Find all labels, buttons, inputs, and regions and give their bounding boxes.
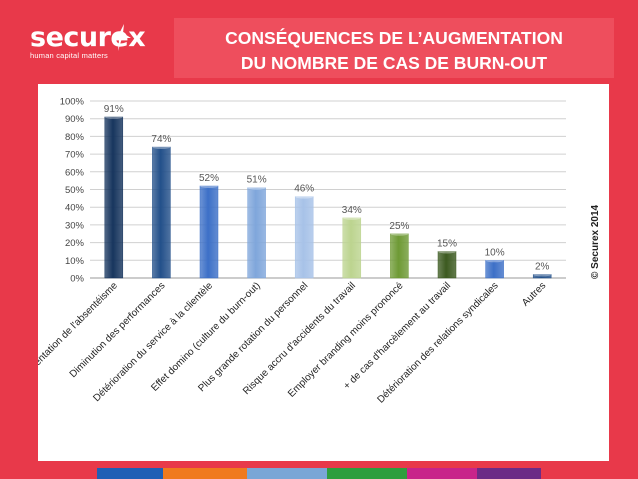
y-tick-label: 100% <box>60 97 85 108</box>
bar-cap <box>200 183 218 188</box>
strip-segment <box>163 468 247 479</box>
chart-panel: 0% 10% 20% 30% 40% 50% 60% 70% 80% 90% 100% 91% 74%… <box>38 84 609 461</box>
y-tick-label: 40% <box>65 203 85 214</box>
y-tick-label: 0% <box>70 274 84 285</box>
bar <box>199 185 219 279</box>
bar <box>342 217 362 279</box>
bar-cap <box>533 272 552 277</box>
bar-cap <box>104 114 123 119</box>
bar <box>532 274 552 279</box>
title-line-2: DU NOMBRE DE CAS DE BURN-OUT <box>240 53 548 73</box>
title-banner: CONSÉQUENCES DE L’AUGMENTATION DU NOMBRE… <box>174 18 614 78</box>
securex-logo: securex human capital matters <box>0 0 168 76</box>
bar-cap <box>390 231 409 236</box>
strip-segment <box>327 468 407 479</box>
data-label: 51% <box>247 175 267 186</box>
data-label: 34% <box>342 205 362 216</box>
data-label: 91% <box>104 104 124 115</box>
logo-tagline: human capital matters <box>30 51 108 60</box>
strip-segment <box>477 468 541 479</box>
bar-cap <box>438 249 456 254</box>
strip-segment <box>97 468 163 479</box>
strip-segment <box>407 468 477 479</box>
bar-cap <box>247 185 266 190</box>
y-tick-label: 20% <box>65 238 85 249</box>
y-tick-label: 70% <box>65 150 85 161</box>
data-label: 74% <box>151 134 171 145</box>
bar <box>152 146 171 279</box>
title-line-1: CONSÉQUENCES DE L’AUGMENTATION <box>225 28 563 48</box>
data-label: 15% <box>437 238 457 249</box>
color-strip <box>97 468 541 479</box>
bar-cap <box>485 258 504 263</box>
bar <box>247 187 266 279</box>
bar <box>294 196 314 279</box>
data-label: 46% <box>294 184 314 195</box>
copyright-text: © Securex 2014 <box>590 204 601 279</box>
strip-segment <box>247 468 327 479</box>
y-tick-label: 80% <box>65 132 85 143</box>
bar <box>485 260 504 279</box>
y-tick-label: 50% <box>65 185 85 196</box>
y-tick-label: 30% <box>65 220 85 231</box>
y-tick-label: 10% <box>65 256 85 267</box>
bar <box>104 116 124 279</box>
bar-cap <box>152 145 171 150</box>
bar-cap <box>295 194 314 199</box>
data-label: 25% <box>389 221 409 232</box>
bar-chart: 0% 10% 20% 30% 40% 50% 60% 70% 80% 90% 100% 91% 74%… <box>38 97 601 406</box>
data-label: 10% <box>485 247 505 258</box>
bar <box>437 251 457 279</box>
bar-cap <box>342 215 361 220</box>
data-label: 2% <box>535 261 550 272</box>
x-tick-label: Autres <box>520 280 548 308</box>
y-tick-label: 90% <box>65 114 85 125</box>
data-label: 52% <box>199 173 219 184</box>
y-tick-label: 60% <box>65 167 85 178</box>
securex-star-logo-icon <box>112 24 131 51</box>
bar <box>390 233 409 279</box>
x-tick-label: Diminution des performances <box>68 280 168 380</box>
